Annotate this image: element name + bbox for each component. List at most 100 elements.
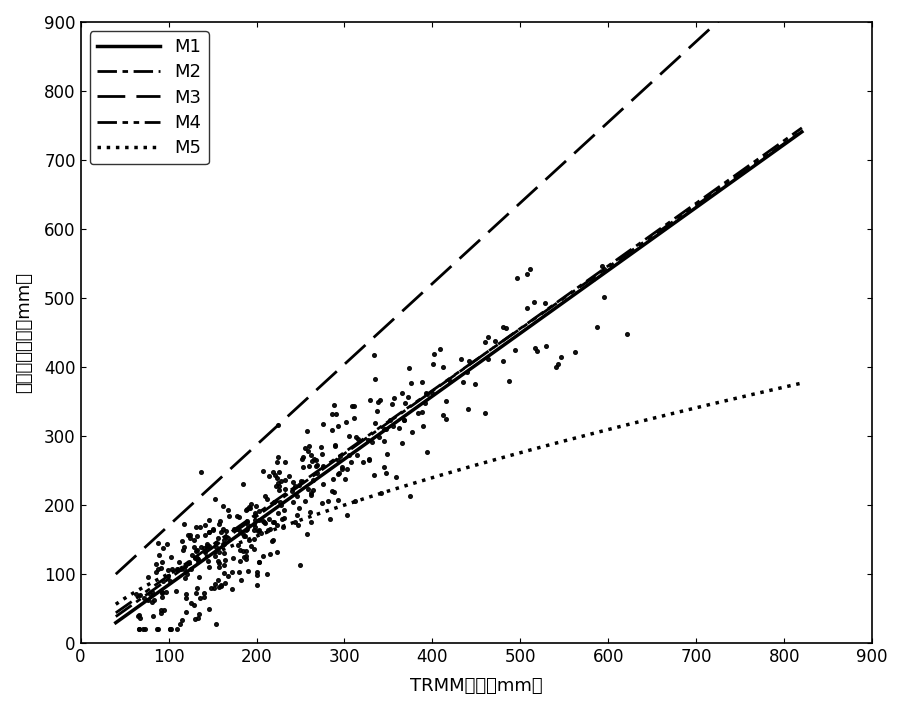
Point xyxy=(306,485,320,496)
Point xyxy=(239,524,253,535)
Point xyxy=(373,395,387,406)
Point xyxy=(306,453,320,464)
Point xyxy=(189,582,204,594)
Point xyxy=(291,479,306,491)
Line: M5: M5 xyxy=(115,383,801,604)
Point xyxy=(271,477,285,488)
Point xyxy=(214,526,228,537)
Point xyxy=(210,555,225,567)
Point xyxy=(180,530,195,541)
Point xyxy=(596,292,611,303)
M4 xyxy=(526,316,537,324)
Point xyxy=(252,556,266,567)
Point xyxy=(201,562,216,573)
Point xyxy=(249,570,263,581)
M1 xyxy=(152,589,163,597)
Point xyxy=(132,609,146,621)
Point xyxy=(210,532,225,544)
Point xyxy=(366,469,381,481)
Point xyxy=(284,485,299,496)
Point xyxy=(255,465,270,476)
Point xyxy=(247,534,262,545)
Point xyxy=(182,532,197,544)
M5 xyxy=(630,418,640,427)
Point xyxy=(339,510,354,521)
Point xyxy=(207,579,222,590)
Point xyxy=(342,430,356,442)
Point xyxy=(293,559,308,571)
Point xyxy=(247,522,262,533)
Point xyxy=(480,332,494,343)
Point xyxy=(201,514,216,525)
Point xyxy=(272,496,287,508)
Point xyxy=(477,408,492,419)
Point xyxy=(178,560,192,572)
Point xyxy=(424,388,438,399)
Point xyxy=(302,460,317,471)
M3 xyxy=(152,531,163,540)
Point xyxy=(585,273,600,285)
Point xyxy=(380,448,394,459)
Point xyxy=(361,454,375,465)
Point xyxy=(268,470,282,481)
Point xyxy=(327,441,342,452)
Point xyxy=(229,510,244,522)
Point xyxy=(238,550,253,562)
Point xyxy=(243,503,257,514)
Point xyxy=(155,542,170,553)
Point xyxy=(246,518,261,530)
Point xyxy=(306,475,320,486)
Point xyxy=(432,343,446,354)
Point xyxy=(207,550,222,562)
Point xyxy=(132,623,146,635)
Point xyxy=(255,550,270,562)
Point xyxy=(269,473,283,484)
Point xyxy=(271,507,285,518)
Point xyxy=(391,422,406,434)
Point xyxy=(210,574,225,585)
Point xyxy=(328,408,343,419)
Point xyxy=(330,469,345,480)
Point xyxy=(262,523,277,535)
Point xyxy=(320,495,335,506)
Point xyxy=(176,563,190,574)
Point xyxy=(179,592,193,604)
Point xyxy=(275,513,290,524)
Point xyxy=(129,588,143,599)
Point xyxy=(400,391,415,403)
Point xyxy=(467,378,482,389)
Point xyxy=(339,463,354,474)
Point xyxy=(193,521,207,532)
M5 xyxy=(110,600,121,608)
Point xyxy=(410,408,425,419)
Point xyxy=(136,623,151,635)
M5 xyxy=(152,575,163,584)
Point xyxy=(240,503,254,514)
M3 xyxy=(526,187,537,196)
Point xyxy=(290,509,304,520)
Point xyxy=(394,388,409,399)
Point xyxy=(355,456,370,467)
Point xyxy=(462,355,476,366)
Point xyxy=(232,525,246,537)
Point xyxy=(191,571,206,582)
Point xyxy=(384,398,399,410)
Point xyxy=(298,495,312,506)
Point xyxy=(164,564,179,575)
M3 xyxy=(700,28,711,36)
M1 xyxy=(630,246,640,255)
Point xyxy=(330,420,345,432)
Point xyxy=(155,588,170,599)
Point xyxy=(379,467,393,479)
Point xyxy=(133,589,147,601)
Point xyxy=(144,586,159,598)
Point xyxy=(200,555,215,567)
M2 xyxy=(547,301,557,310)
Point xyxy=(376,436,391,447)
Point xyxy=(211,581,226,593)
Point xyxy=(338,416,353,427)
Point xyxy=(324,408,338,420)
Point xyxy=(348,496,363,507)
Point xyxy=(206,524,220,535)
Point xyxy=(189,530,204,542)
